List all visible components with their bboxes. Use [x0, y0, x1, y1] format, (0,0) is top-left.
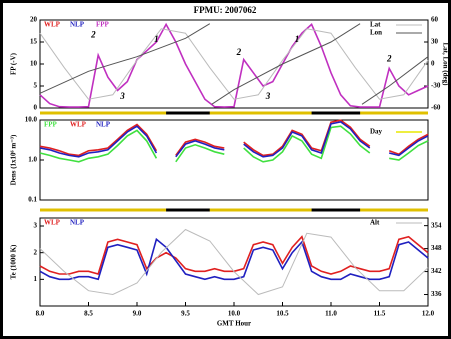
- y-tick-label: 0.1: [28, 196, 37, 204]
- y-axis-label: FP (-V): [10, 52, 18, 75]
- y-tick-label: 0: [34, 104, 38, 112]
- series-line: [39, 237, 429, 281]
- night-bar: [311, 208, 361, 212]
- y-tick-label: 1: [34, 275, 38, 283]
- y-tick-label: 3: [34, 222, 38, 230]
- legend-label: FPP: [44, 121, 58, 129]
- annotation: 2: [236, 47, 242, 57]
- annotation: 3: [265, 91, 271, 101]
- y-tick-label: 10: [30, 60, 38, 68]
- day-label: Day: [370, 128, 383, 136]
- annotation: 1: [295, 34, 300, 44]
- y2-tick-label: 348: [431, 244, 442, 252]
- series-line: [39, 28, 429, 100]
- day-bar: [40, 208, 428, 212]
- y2-tick-label: 0: [431, 60, 435, 68]
- y2-tick-label: 354: [431, 221, 442, 229]
- annotation: 3: [119, 91, 125, 101]
- y2-tick-label: 336: [431, 290, 442, 298]
- y2-tick-label: -60: [431, 104, 441, 112]
- legend-label: WLP: [44, 219, 61, 227]
- x-axis-label: GMT Hour: [217, 320, 251, 328]
- night-bar: [311, 111, 361, 115]
- series-line: [39, 23, 429, 105]
- series-line: [39, 22, 429, 108]
- y-tick-label: 2: [34, 248, 38, 256]
- x-tick-label: 11.5: [374, 310, 386, 318]
- x-tick-label: 8.5: [84, 310, 93, 318]
- x-tick-label: 8.0: [36, 310, 45, 318]
- legend-label: WLP: [44, 21, 61, 29]
- y-axis-label: Dens (1x10⁶ m⁻³): [10, 134, 18, 185]
- legend-label: Lat: [370, 21, 381, 29]
- x-tick-label: 10.0: [228, 310, 241, 318]
- y2-tick-label: -30: [431, 82, 441, 90]
- series-line: [39, 119, 429, 157]
- y2-tick-label: 60: [431, 16, 439, 24]
- legend-label: FPP: [96, 21, 110, 29]
- legend-label: NLP: [70, 219, 85, 227]
- x-tick-label: 10.5: [276, 310, 289, 318]
- legend-label: NLP: [96, 121, 111, 129]
- y-tick-label: 10.0: [25, 116, 38, 124]
- x-tick-label: 9.0: [133, 310, 142, 318]
- x-tick-label: 11.0: [325, 310, 337, 318]
- legend-label: WLP: [70, 121, 87, 129]
- y-axis-label: Te (1000 K): [10, 244, 18, 279]
- annotation: 2: [90, 29, 96, 39]
- annotation: 1: [154, 34, 159, 44]
- series-line: [39, 125, 429, 163]
- legend-label: Alt: [370, 219, 380, 227]
- y-tick-label: 5: [34, 82, 38, 90]
- background: [3, 3, 448, 336]
- y2-tick-label: 30: [431, 38, 439, 46]
- figure-title: FPMU: 2007062: [194, 5, 257, 15]
- y2-axis-label: Lat, Lon (deg): [441, 43, 449, 87]
- series-line: [39, 228, 429, 296]
- y-tick-label: 15: [30, 38, 38, 46]
- y2-tick-label: 342: [431, 267, 442, 275]
- x-tick-label: 9.5: [181, 310, 190, 318]
- x-tick-label: 12.0: [422, 310, 435, 318]
- legend-label: NLP: [70, 21, 85, 29]
- series-line: [39, 120, 429, 158]
- y-tick-label: 20: [30, 16, 38, 24]
- legend-label: Lon: [370, 29, 382, 37]
- night-bar: [166, 111, 210, 115]
- y-tick-label: 1.0: [28, 156, 37, 164]
- day-bar: [40, 111, 428, 115]
- night-bar: [166, 208, 210, 212]
- annotation: 2: [386, 54, 392, 64]
